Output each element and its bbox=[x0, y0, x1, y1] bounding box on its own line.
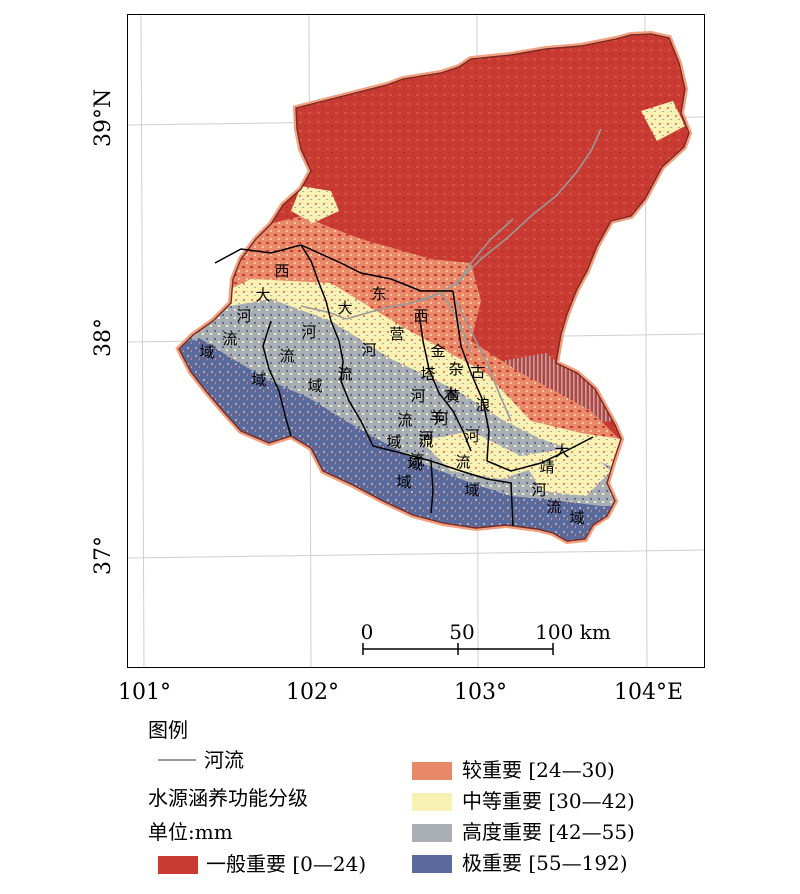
lat-label-37: 37° bbox=[91, 536, 116, 575]
class-medium-patch-southeast bbox=[521, 446, 611, 496]
scale-tick-50: 50 bbox=[449, 620, 474, 644]
basin-label-char: 流 bbox=[397, 412, 412, 429]
basin-label-char: 河 bbox=[464, 428, 479, 445]
lon-label-103: 103° bbox=[454, 680, 507, 705]
scale-tick-100: 100 km bbox=[535, 620, 611, 644]
basin-label-char: 东 bbox=[371, 286, 386, 303]
river-legend-icon bbox=[158, 759, 196, 761]
basin-label-char: 流 bbox=[222, 331, 237, 348]
legend-class-medium: 中等重要 [30—42) bbox=[462, 789, 635, 813]
basin-label-char: 河 bbox=[531, 482, 546, 499]
basin-label-char: 域 bbox=[464, 482, 479, 499]
basin-label-char: 大 bbox=[255, 287, 270, 304]
legend-swatch-general bbox=[158, 856, 198, 874]
basin-label-char: 域 bbox=[396, 474, 411, 491]
legend-swatch-more-important bbox=[412, 762, 452, 780]
basin-label-char: 流 bbox=[546, 499, 561, 516]
basin-label-char: 营 bbox=[389, 326, 404, 343]
rivers bbox=[300, 128, 602, 422]
basin-label-char: 河 bbox=[410, 388, 425, 405]
basin-boundaries bbox=[214, 244, 594, 527]
map-frame: 西大河流域东大河流域西营河流域金塔河流域杂木河流域黄羊河流域古浪河流域大靖河流域… bbox=[127, 14, 705, 668]
basin-label-char: 域 bbox=[307, 378, 322, 395]
class-medium-patch-east bbox=[641, 101, 685, 141]
basin-label-char: 河 bbox=[236, 308, 251, 325]
scale-tick-0: 0 bbox=[361, 620, 374, 644]
basin-label-char: 河 bbox=[361, 342, 376, 359]
basin-label-char: 河 bbox=[418, 430, 433, 447]
basin-label-char: 河 bbox=[301, 324, 316, 341]
class-medium-patch-north bbox=[291, 186, 339, 223]
basin-label-char: 塔 bbox=[420, 366, 435, 383]
scale-bar: 0 50 100 km bbox=[361, 620, 611, 655]
basin-label-char: 流 bbox=[409, 452, 424, 469]
basin-label-char: 杂 bbox=[448, 361, 463, 378]
basin-label-char: 靖 bbox=[539, 459, 554, 476]
basin-label-char: 流 bbox=[418, 433, 433, 450]
lat-label-39: 39°N bbox=[91, 88, 116, 147]
basin-label-char: 大 bbox=[337, 300, 352, 317]
legend-river-label: 河流 bbox=[204, 748, 244, 772]
lat-label-38: 38° bbox=[91, 318, 116, 357]
water-conservation-raster bbox=[179, 34, 689, 541]
basin-label-char: 域 bbox=[251, 372, 266, 389]
basin-label-char: 羊 bbox=[429, 409, 444, 426]
basin-label-char: 域 bbox=[407, 456, 422, 473]
legend-class-high: 高度重要 [42—55) bbox=[462, 820, 635, 844]
legend-class-more-important: 较重要 [24—30) bbox=[462, 758, 615, 782]
lon-label-104: 104°E bbox=[614, 680, 684, 705]
legend-swatch-high bbox=[412, 824, 452, 842]
legend-class-general: 一般重要 [0—24) bbox=[206, 852, 367, 876]
basin-label-char: 大 bbox=[554, 443, 569, 460]
basin-label-char: 河 bbox=[433, 411, 448, 428]
lon-label-102: 102° bbox=[286, 680, 339, 705]
basin-label-char: 域 bbox=[199, 344, 214, 361]
legend-swatch-extreme bbox=[412, 855, 452, 873]
lon-label-101: 101° bbox=[118, 680, 171, 705]
legend-unit: 单位:mm bbox=[148, 820, 233, 844]
legend-class-extreme: 极重要 [55—192) bbox=[462, 851, 628, 875]
legend-title: 图例 bbox=[148, 718, 188, 742]
map-canvas: 西大河流域东大河流域西营河流域金塔河流域杂木河流域黄羊河流域古浪河流域大靖河流域… bbox=[128, 15, 704, 667]
basin-label-char: 金 bbox=[430, 343, 445, 360]
legend-swatch-medium bbox=[412, 793, 452, 811]
basin-label-char: 流 bbox=[455, 454, 470, 471]
basin-label-char: 黄 bbox=[445, 388, 460, 405]
basin-label-char: 流 bbox=[279, 348, 294, 365]
basin-label-char: 西 bbox=[274, 263, 289, 280]
study-area-outline bbox=[178, 33, 690, 542]
basin-label-char: 浪 bbox=[475, 397, 490, 414]
basin-label-char: 木 bbox=[443, 386, 458, 403]
basin-label-char: 流 bbox=[337, 366, 352, 383]
legend-subtitle: 水源涵养功能分级 bbox=[148, 786, 308, 810]
basin-label-char: 域 bbox=[569, 510, 584, 527]
basin-label-char: 西 bbox=[413, 308, 428, 325]
basin-label-char: 古 bbox=[470, 364, 485, 381]
basin-label-char: 域 bbox=[386, 434, 401, 451]
